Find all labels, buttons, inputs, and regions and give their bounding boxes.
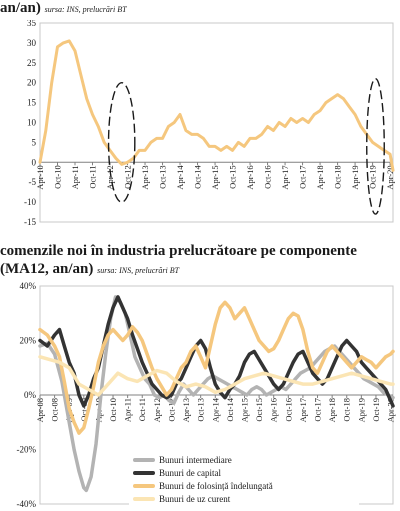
chart2-legend-label: Bunuri de capital <box>159 468 221 478</box>
chart1-series-line-1 <box>38 39 395 172</box>
chart1-title: an/an) sursa: INS, prelucrări BT <box>0 0 400 20</box>
chart2-y-tick-label: 0% <box>24 390 37 400</box>
chart1-x-tick-label: Apr-13 <box>140 165 150 189</box>
chart2-x-tick-label: Oct-13 <box>196 398 206 422</box>
chart1-x-tick-label: Apr-18 <box>315 165 325 189</box>
chart1-x-tick-label: Apr-20 <box>385 165 395 189</box>
chart2-title-line2: (MA12, an/an) sursa: INS, prelucrări BT <box>0 260 400 280</box>
chart1-x-tick-label: Oct-11 <box>88 165 98 188</box>
chart2-y-tick-label: -40% <box>17 499 37 509</box>
chart2-x-tick-label: Apr-16 <box>269 398 279 422</box>
chart1-y-tick-label: -15 <box>24 217 36 227</box>
chart2-title: comenzile noi în industria prelucrătoare… <box>0 242 400 280</box>
chart1-annotation-ellipse-1 <box>107 82 136 203</box>
chart1-y-tick-label: 0 <box>32 157 37 167</box>
chart1-title-main: an/an) <box>0 0 41 16</box>
chart2-x-tick-label: Oct-10 <box>108 398 118 422</box>
chart2-x-tick-label: Apr-12 <box>152 398 162 422</box>
chart2-series-line-1 <box>38 295 395 493</box>
chart1-x-tick-label: Apr-12 <box>105 165 115 189</box>
chart1-x-tick-label: Apr-17 <box>280 165 290 189</box>
chart1-x-tick-label: Oct-12 <box>123 165 133 189</box>
chart1-x-tick-label: Apr-14 <box>175 165 185 190</box>
chart1-x-tick-label: Oct-17 <box>298 165 308 189</box>
chart1-x-tick-label: Oct-15 <box>228 165 238 189</box>
chart1-y-tick-label: 30 <box>27 38 37 48</box>
chart1-x-tick-label: Oct-19 <box>368 165 378 189</box>
chart2-legend-label: Bunuri de uz curent <box>159 494 231 504</box>
chart2-legend-label: Bunuri de folosință îndelungată <box>159 481 273 491</box>
chart2-x-tick-label: Oct-11 <box>137 398 147 421</box>
chart1-x-tick-label: Apr-19 <box>350 165 360 189</box>
chart1-y-tick-label: 25 <box>27 58 37 68</box>
chart1-x-tick-label: Oct-10 <box>53 165 63 189</box>
chart2-x-tick-label: Apr-17 <box>298 398 308 422</box>
chart1: -15 -10 -5 0 5 10 15 20 25 30 35 Apr-10 Oct-10 Apr-11… <box>24 20 395 227</box>
chart2-legend-background <box>129 453 359 511</box>
chart1-x-tick-label: Oct-13 <box>158 165 168 189</box>
chart1-plot-frame <box>39 22 394 223</box>
chart1-source: sursa: INS, prelucrări BT <box>44 5 127 14</box>
chart2-x-tick-label: Apr-19 <box>356 398 366 422</box>
chart2-y-tick-label: -20% <box>17 445 37 455</box>
chart2-series-line-3 <box>38 300 395 435</box>
chart2-x-tick-label: Apr-11 <box>123 398 133 422</box>
chart2-y-tick-label: 20% <box>20 336 37 346</box>
chart2-x-tick-label: Oct-12 <box>166 398 176 422</box>
chart2-legend-label: Bunuri intermediare <box>159 455 232 465</box>
chart2-x-tick-label: Apr-13 <box>181 398 191 422</box>
chart1-y-tick-label: -5 <box>29 177 37 187</box>
chart1-y-tick-label: 20 <box>27 78 37 88</box>
chart2-x-tick-label: Oct-09 <box>79 398 89 422</box>
chart2-x-tick-label: Apr-18 <box>327 398 337 422</box>
chart1-y-tick-label: 35 <box>27 20 37 28</box>
chart2-x-tick-label: Apr-20 <box>386 398 396 422</box>
chart2-x-tick-label: Oct-15 <box>254 398 264 422</box>
chart2-x-tick-label: Apr-08 <box>35 398 45 422</box>
chart1-y-tick-label: 15 <box>27 98 37 108</box>
chart1-x-tick-label: Apr-15 <box>210 165 220 189</box>
chart2-title-line1: comenzile noi în industria prelucrătoare… <box>0 243 357 259</box>
chart1-x-tick-label: Oct-18 <box>333 165 343 189</box>
chart1-x-tick-label: Apr-10 <box>35 165 45 189</box>
chart1-x-tick-label: Apr-16 <box>245 165 255 189</box>
chart1-x-tick-label: Oct-16 <box>263 165 273 189</box>
chart2-x-tick-label: Oct-14 <box>225 397 235 421</box>
chart2: -40%-20%0%20%40%Apr-08 Oct-08 Apr-09 Oct-09… <box>17 281 396 511</box>
chart1-annotation-ellipse-2 <box>366 78 385 215</box>
chart2-x-tick-label: Oct-18 <box>342 398 352 422</box>
chart2-x-tick-label: Oct-16 <box>283 398 293 422</box>
chart1-x-tick-label: Apr-11 <box>70 165 80 189</box>
chart2-series-line-4 <box>38 355 395 397</box>
chart2-source: sursa: INS, prelucrări BT <box>97 266 180 275</box>
chart1-y-tick-label: 10 <box>27 118 37 128</box>
chart2-x-tick-label: Oct-08 <box>50 398 60 422</box>
chart2-title-main: (MA12, an/an) <box>0 261 94 277</box>
chart1-x-tick-label: Oct-14 <box>193 165 203 189</box>
chart2-y-tick-label: 40% <box>20 281 37 291</box>
chart2-x-tick-label: Apr-15 <box>239 398 249 422</box>
chart1-y-tick-label: 5 <box>32 137 37 147</box>
chart2-x-tick-label: Oct-17 <box>313 398 323 422</box>
chart2-x-tick-label: Apr-14 <box>210 397 220 422</box>
chart1-y-tick-label: -10 <box>24 197 36 207</box>
chart2-x-tick-label: Oct-19 <box>371 398 381 422</box>
